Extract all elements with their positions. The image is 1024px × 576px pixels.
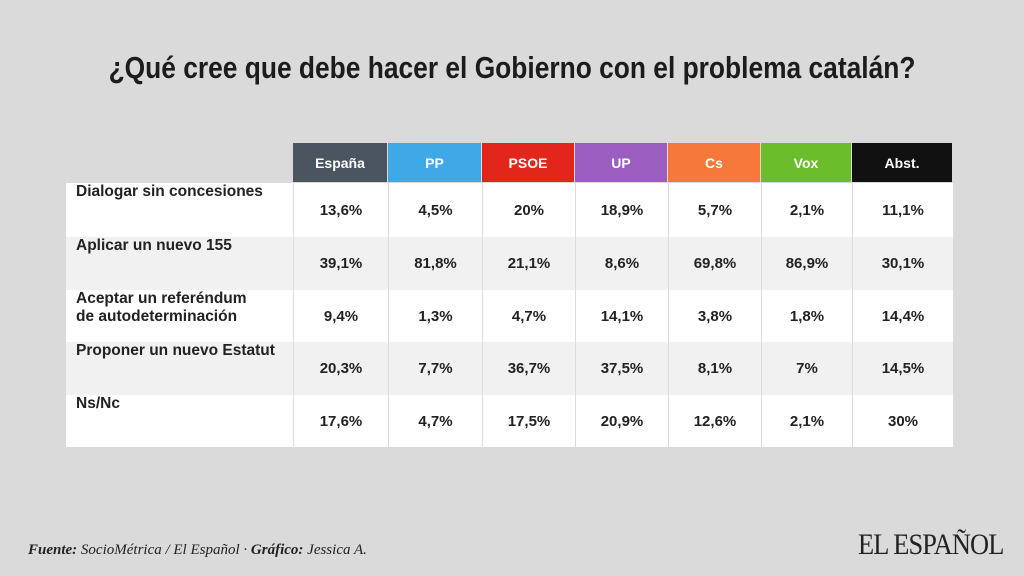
cell-value: 2,1% <box>761 183 852 237</box>
cell-value: 3,8% <box>668 290 761 342</box>
cell-value: 5,7% <box>668 183 761 237</box>
cell-value: 30% <box>852 395 953 447</box>
cell-value: 17,5% <box>482 395 575 447</box>
cell-value: 17,6% <box>293 395 388 447</box>
cell-value: 21,1% <box>482 237 575 290</box>
row-label: Dialogar sin concesiones <box>66 183 293 237</box>
cell-value: 8,6% <box>575 237 668 290</box>
row-label-line: Aplicar un nuevo 155 <box>76 237 232 254</box>
credit: Jessica A. <box>303 542 367 558</box>
row-label: Aplicar un nuevo 155 <box>66 237 293 290</box>
cell-value: 7% <box>761 342 852 395</box>
cell-value: 14,1% <box>575 290 668 342</box>
footer: Fuente: SocioMétrica / El Español · Gráf… <box>28 542 367 559</box>
row-label-line: Aceptar un referéndum <box>76 290 247 307</box>
cell-value: 8,1% <box>668 342 761 395</box>
cell-value: 20,9% <box>575 395 668 447</box>
row-label-line: de autodeterminación <box>76 308 238 325</box>
cell-value: 86,9% <box>761 237 852 290</box>
cell-value: 36,7% <box>482 342 575 395</box>
cell-value: 20,3% <box>293 342 388 395</box>
cell-value: 18,9% <box>575 183 668 237</box>
column-header: Cs <box>668 143 760 182</box>
row-label-line: Ns/Nc <box>76 395 120 412</box>
cell-value: 4,7% <box>482 290 575 342</box>
cell-value: 11,1% <box>852 183 953 237</box>
column-header: PP <box>388 143 481 182</box>
cell-value: 69,8% <box>668 237 761 290</box>
cell-value: 81,8% <box>388 237 482 290</box>
cell-value: 9,4% <box>293 290 388 342</box>
cell-value: 14,4% <box>852 290 953 342</box>
cell-value: 20% <box>482 183 575 237</box>
cell-value: 12,6% <box>668 395 761 447</box>
column-header: España <box>293 143 387 182</box>
source: SocioMétrica / El Español · <box>77 542 251 558</box>
column-header: Vox <box>761 143 851 182</box>
column-header: UP <box>575 143 667 182</box>
logo: EL ESPAÑOL <box>858 528 1004 561</box>
source-label: Fuente: <box>28 542 78 558</box>
column-header: Abst. <box>852 143 952 182</box>
credit-label: Gráfico: <box>250 542 304 558</box>
row-label: Proponer un nuevo Estatut <box>66 342 293 395</box>
cell-value: 30,1% <box>852 237 953 290</box>
column-header: PSOE <box>482 143 574 182</box>
cell-value: 7,7% <box>388 342 482 395</box>
row-label-line: Proponer un nuevo Estatut <box>76 342 275 359</box>
row-label-line: Dialogar sin concesiones <box>76 183 263 200</box>
cell-value: 4,5% <box>388 183 482 237</box>
cell-value: 2,1% <box>761 395 852 447</box>
cell-value: 1,3% <box>388 290 482 342</box>
cell-value: 1,8% <box>761 290 852 342</box>
row-label: Aceptar un referéndum de autodeterminació… <box>66 290 293 342</box>
cell-value: 14,5% <box>852 342 953 395</box>
cell-value: 39,1% <box>293 237 388 290</box>
cell-value: 13,6% <box>293 183 388 237</box>
row-label: Ns/Nc <box>66 395 293 447</box>
title: ¿Qué cree que debe hacer el Gobierno con… <box>108 50 916 85</box>
cell-value: 37,5% <box>575 342 668 395</box>
cell-value: 4,7% <box>388 395 482 447</box>
